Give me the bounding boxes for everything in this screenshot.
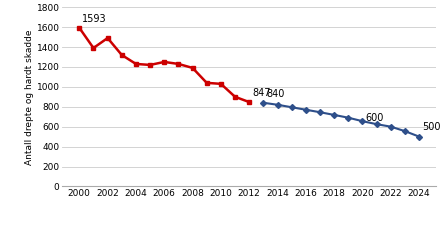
Drepte og hardt skadde (91, 47, 96, 49)
Målkurve i  NTP 2014-2023 (360, 120, 365, 123)
Drepte og hardt skadde (133, 63, 138, 65)
Text: 1593: 1593 (82, 14, 107, 24)
Text: 847: 847 (252, 88, 271, 98)
Målkurve i  NTP 2014-2023 (275, 103, 280, 106)
Drepte og hardt skadde (218, 82, 223, 85)
Drepte og hardt skadde (105, 37, 110, 39)
Text: 500: 500 (422, 122, 441, 132)
Line: Målkurve i  NTP 2014-2023: Målkurve i NTP 2014-2023 (261, 101, 421, 139)
Drepte og hardt skadde (77, 26, 82, 29)
Målkurve i  NTP 2014-2023 (417, 135, 422, 138)
Målkurve i  NTP 2014-2023 (317, 111, 323, 114)
Line: Drepte og hardt skadde: Drepte og hardt skadde (77, 25, 251, 104)
Drepte og hardt skadde (232, 95, 238, 98)
Text: 600: 600 (365, 113, 384, 123)
Målkurve i  NTP 2014-2023 (289, 106, 294, 109)
Målkurve i  NTP 2014-2023 (402, 130, 408, 133)
Målkurve i  NTP 2014-2023 (374, 123, 379, 126)
Drepte og hardt skadde (247, 101, 252, 103)
Y-axis label: Antall drepte og hardt skadde: Antall drepte og hardt skadde (25, 29, 34, 164)
Drepte og hardt skadde (176, 63, 181, 65)
Drepte og hardt skadde (190, 66, 195, 69)
Målkurve i  NTP 2014-2023 (388, 125, 393, 128)
Text: 840: 840 (266, 89, 284, 99)
Målkurve i  NTP 2014-2023 (261, 101, 266, 104)
Målkurve i  NTP 2014-2023 (346, 116, 351, 119)
Drepte og hardt skadde (204, 81, 210, 84)
Drepte og hardt skadde (119, 54, 125, 56)
Drepte og hardt skadde (147, 64, 153, 66)
Drepte og hardt skadde (162, 60, 167, 63)
Målkurve i  NTP 2014-2023 (332, 114, 337, 116)
Målkurve i  NTP 2014-2023 (303, 108, 308, 111)
